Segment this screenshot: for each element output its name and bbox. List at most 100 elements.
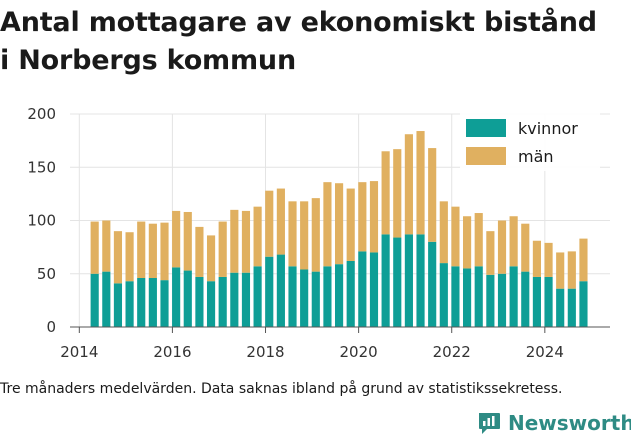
bar-kvinnor bbox=[439, 263, 448, 327]
legend-label-män: män bbox=[518, 147, 554, 166]
bar-män bbox=[358, 182, 367, 252]
bar-män bbox=[206, 235, 216, 282]
bar-kvinnor bbox=[241, 272, 251, 327]
bar-kvinnor bbox=[474, 266, 483, 327]
bar-män bbox=[509, 216, 518, 267]
bar-män bbox=[381, 151, 390, 235]
bar-män bbox=[195, 226, 204, 277]
bar-kvinnor bbox=[172, 267, 181, 327]
bar-kvinnor bbox=[556, 288, 565, 327]
bar-män bbox=[521, 223, 530, 272]
bar-män bbox=[404, 134, 413, 235]
bar-kvinnor bbox=[404, 234, 413, 327]
bar-män bbox=[428, 148, 437, 242]
legend: kvinnor män bbox=[460, 113, 600, 171]
bar-kvinnor bbox=[497, 273, 507, 327]
x-tick-label: 2022 bbox=[433, 343, 471, 361]
legend-swatch-män bbox=[466, 147, 506, 165]
y-tick-label: 100 bbox=[27, 212, 56, 230]
bar-kvinnor bbox=[160, 280, 169, 327]
y-tick-label: 0 bbox=[46, 318, 56, 336]
x-tick-label: 2020 bbox=[340, 343, 378, 361]
bar-kvinnor bbox=[137, 278, 146, 327]
bar-män bbox=[486, 231, 495, 275]
bar-män bbox=[369, 181, 379, 253]
bar-män bbox=[218, 221, 227, 277]
bar-kvinnor bbox=[486, 274, 495, 327]
bar-män bbox=[137, 221, 146, 278]
bar-män bbox=[90, 221, 99, 274]
y-tick-label: 150 bbox=[27, 158, 56, 176]
bar-kvinnor bbox=[102, 271, 111, 327]
bar-kvinnor bbox=[148, 278, 157, 327]
x-tick-label: 2018 bbox=[246, 343, 284, 361]
bar-kvinnor bbox=[183, 270, 192, 327]
bar-kvinnor bbox=[206, 281, 216, 327]
bar-kvinnor bbox=[567, 288, 576, 327]
chart-title: Antal mottagare av ekonomiskt bistånd i … bbox=[0, 4, 631, 80]
bar-män bbox=[276, 188, 285, 255]
x-tick-label: 2024 bbox=[526, 343, 564, 361]
bar-män bbox=[253, 206, 262, 267]
bar-män bbox=[323, 182, 332, 267]
bar-män bbox=[393, 149, 402, 238]
bar-kvinnor bbox=[393, 237, 402, 327]
y-tick-label: 200 bbox=[27, 105, 56, 123]
bar-kvinnor bbox=[218, 276, 227, 327]
bar-kvinnor bbox=[532, 276, 541, 327]
brand-logo[interactable]: Newsworthy bbox=[476, 408, 631, 438]
bar-kvinnor bbox=[428, 241, 437, 327]
bar-kvinnor bbox=[451, 266, 460, 327]
stacked-bar-chart: 0 50 100 150 200 2014 2016 2018 2020 2022 2024 kvi… bbox=[27, 105, 610, 361]
bar-kvinnor bbox=[346, 260, 355, 327]
bar-män bbox=[288, 201, 297, 267]
bar-män bbox=[579, 238, 588, 282]
bar-män bbox=[451, 206, 460, 267]
bar-män bbox=[556, 252, 565, 289]
bar-kvinnor bbox=[125, 281, 134, 327]
chart-title-line-1: Antal mottagare av ekonomiskt bistånd bbox=[0, 7, 597, 38]
bar-kvinnor bbox=[230, 272, 239, 327]
bar-män bbox=[102, 220, 111, 272]
x-tick-label: 2014 bbox=[60, 343, 98, 361]
bar-kvinnor bbox=[113, 283, 123, 327]
bar-kvinnor bbox=[416, 234, 425, 327]
legend-label-kvinnor: kvinnor bbox=[518, 119, 578, 138]
brand-name: Newsworthy bbox=[508, 411, 631, 435]
bar-män bbox=[125, 232, 134, 282]
bar-kvinnor bbox=[288, 266, 297, 327]
axes: 0 50 100 150 200 2014 2016 2018 2020 2022 2024 bbox=[27, 105, 610, 361]
bar-kvinnor bbox=[358, 251, 367, 327]
bar-kvinnor bbox=[521, 271, 530, 327]
bar-män bbox=[567, 251, 576, 289]
bar-män bbox=[113, 231, 123, 284]
bar-kvinnor bbox=[463, 268, 472, 327]
bar-kvinnor bbox=[300, 269, 309, 327]
bar-män bbox=[463, 216, 472, 269]
bar-kvinnor bbox=[90, 273, 99, 327]
bar-män bbox=[183, 211, 192, 271]
newsworthy-logo-icon bbox=[479, 413, 500, 434]
footnote: Tre månaders medelvärden. Data saknas ib… bbox=[0, 381, 563, 397]
bar-kvinnor bbox=[195, 276, 204, 327]
bar-män bbox=[346, 188, 355, 261]
bar-kvinnor bbox=[381, 234, 390, 327]
chart-title-line-2: i Norbergs kommun bbox=[0, 45, 296, 76]
bar-män bbox=[300, 201, 309, 270]
bar-kvinnor bbox=[579, 281, 588, 327]
x-tick-label: 2016 bbox=[153, 343, 191, 361]
bar-män bbox=[439, 201, 448, 264]
bar-män bbox=[230, 209, 239, 273]
bar-män bbox=[160, 222, 169, 281]
bar-män bbox=[544, 242, 553, 277]
bar-kvinnor bbox=[311, 271, 320, 327]
bar-kvinnor bbox=[265, 256, 274, 327]
bar-män bbox=[416, 131, 425, 235]
y-tick-label: 50 bbox=[37, 265, 56, 283]
legend-swatch-kvinnor bbox=[466, 119, 506, 137]
bar-män bbox=[241, 210, 251, 273]
bar-kvinnor bbox=[335, 264, 344, 327]
bar-män bbox=[148, 223, 157, 278]
bar-kvinnor bbox=[509, 266, 518, 327]
bar-män bbox=[311, 198, 320, 272]
